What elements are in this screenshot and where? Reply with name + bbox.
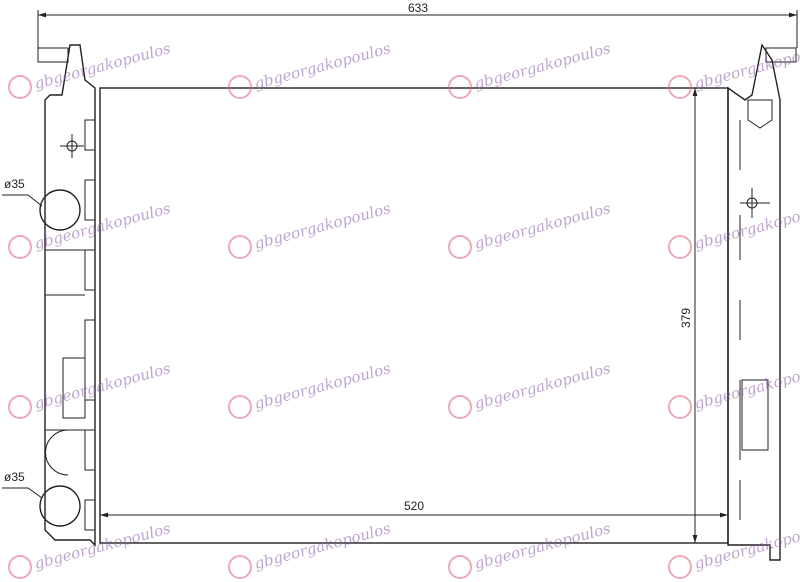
watermark-text: gbgeorgakopoulos: [252, 199, 393, 253]
watermark-logo: [8, 555, 32, 579]
watermark-logo: [228, 395, 252, 419]
watermark-logo: [668, 75, 692, 99]
watermark-logo: [448, 75, 472, 99]
dimension-label: 379: [679, 308, 693, 328]
dimension-label: 520: [404, 499, 424, 513]
left-sensor-cross: [60, 134, 84, 158]
dimensions: 633 520 379 ø35 ø35: [2, 1, 798, 543]
dimension-label: 633: [408, 1, 428, 15]
watermark-text: gbgeorgakopoulos: [472, 519, 613, 573]
watermark-logo: [228, 235, 252, 259]
watermark-text: gbgeorgakopoulos: [252, 39, 393, 93]
right-bracket: [741, 379, 769, 451]
watermark-logo: [448, 395, 472, 419]
leader-line: [2, 487, 43, 499]
watermark-logo: [448, 555, 472, 579]
watermark-logo: [668, 235, 692, 259]
left-ribs: [84, 119, 95, 531]
watermark-text: gbgeorgakopoulos: [472, 39, 613, 93]
watermark-text: gbgeorgakopoulos: [32, 359, 173, 413]
watermark-text: gbgeorgakopoulos: [692, 519, 800, 573]
watermark-text: gbgeorgakopoulos: [472, 199, 613, 253]
right-cap: [747, 99, 773, 129]
left-inlet: [37, 47, 69, 63]
right-inlet: [765, 47, 797, 63]
watermark-text: gbgeorgakopoulos: [692, 199, 800, 253]
watermark-text: gbgeorgakopoulos: [472, 359, 613, 413]
watermark-logo: [228, 555, 252, 579]
leader-line: [2, 194, 43, 207]
left-arc: [45, 429, 69, 476]
watermark-text: gbgeorgakopoulos: [252, 519, 393, 573]
diameter-label: ø35: [4, 177, 25, 191]
left-tank: [44, 44, 96, 547]
watermark-logo: [668, 555, 692, 579]
watermark-logo: [8, 75, 32, 99]
watermark-text: gbgeorgakopoulos: [252, 359, 393, 413]
right-tank: [727, 43, 781, 561]
watermark-logo: [8, 235, 32, 259]
watermark-logo: [448, 235, 472, 259]
watermark-text: gbgeorgakopoulos: [32, 39, 173, 93]
core: [99, 87, 729, 544]
watermark-text: gbgeorgakopoulos: [32, 519, 173, 573]
left-port-upper: [39, 189, 81, 231]
watermark-text: gbgeorgakopoulos: [692, 359, 800, 413]
watermark-text: gbgeorgakopoulos: [692, 39, 800, 93]
watermark-logo: [668, 395, 692, 419]
right-sensor-cross: [740, 188, 770, 218]
watermark-logo: [8, 395, 32, 419]
left-port-lower: [39, 485, 81, 527]
watermark-logo: [228, 75, 252, 99]
diameter-label: ø35: [4, 470, 25, 484]
watermark-text: gbgeorgakopoulos: [32, 199, 173, 253]
radiator: [37, 43, 797, 561]
left-bracket: [62, 357, 86, 419]
